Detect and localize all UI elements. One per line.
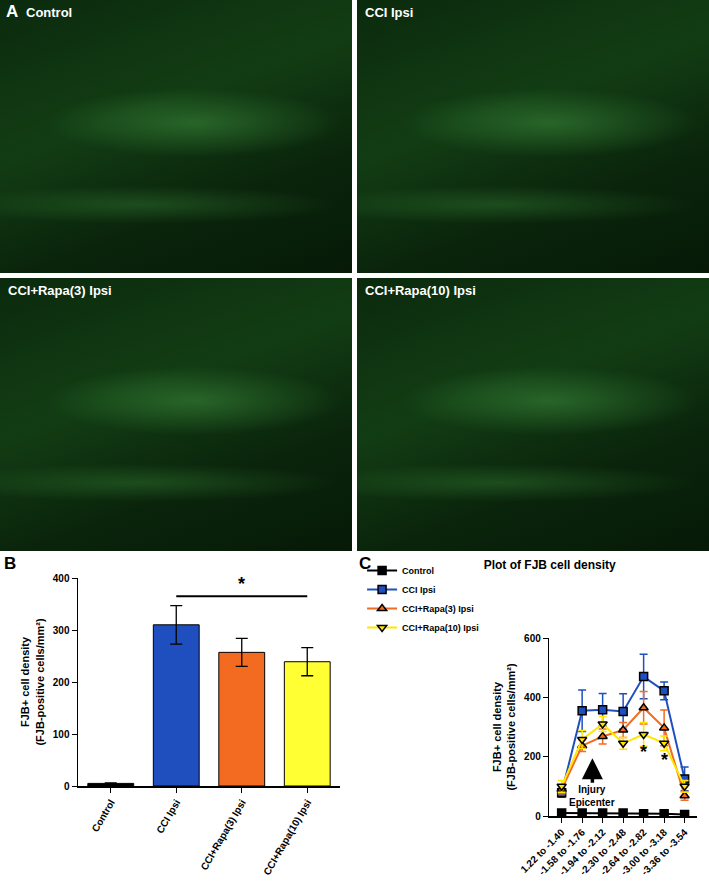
svg-text:*: * xyxy=(640,742,647,762)
svg-text:600: 600 xyxy=(524,633,541,644)
svg-text:Control: Control xyxy=(402,566,434,576)
html-text:CCI Ipsi: CCI Ipsi xyxy=(365,5,414,20)
svg-text:0: 0 xyxy=(64,781,70,792)
svg-text:400: 400 xyxy=(53,573,70,584)
svg-text:-2.30 to -2.48: -2.30 to -2.48 xyxy=(577,826,628,877)
svg-text:0: 0 xyxy=(535,811,541,822)
html-text:CCI+Rapa(3) Ipsi: CCI+Rapa(3) Ipsi xyxy=(8,283,112,298)
svg-text:InjuryEpicenter: InjuryEpicenter xyxy=(569,784,615,808)
svg-text:*: * xyxy=(238,574,245,594)
svg-text:-1.58 to -1.76: -1.58 to -1.76 xyxy=(536,826,587,877)
svg-text:400: 400 xyxy=(524,692,541,703)
svg-text:CCI Ipsi: CCI Ipsi xyxy=(154,797,182,835)
svg-text:-3.00 to -3.18: -3.00 to -3.18 xyxy=(618,826,669,877)
svg-text:-1.94 to -2.12: -1.94 to -2.12 xyxy=(557,826,608,877)
svg-text:1.22 to -1.40: 1.22 to -1.40 xyxy=(518,826,567,875)
svg-text:100: 100 xyxy=(53,729,70,740)
svg-text:200: 200 xyxy=(53,677,70,688)
svg-text:200: 200 xyxy=(524,751,541,762)
svg-text:FJB+ cell density(FJB-positive: FJB+ cell density(FJB-positive cells/mm²… xyxy=(491,663,517,790)
svg-text:Plot of FJB cell density: Plot of FJB cell density xyxy=(484,558,616,572)
svg-text:CCI+Rapa(10) Ipsi: CCI+Rapa(10) Ipsi xyxy=(402,623,479,633)
svg-text:CCI+Rapa(3) Ipsi: CCI+Rapa(3) Ipsi xyxy=(402,604,474,614)
svg-text:CCI Ipsi: CCI Ipsi xyxy=(402,585,436,595)
svg-text:-3.36 to -3.54: -3.36 to -3.54 xyxy=(639,826,690,877)
html-text:Control: Control xyxy=(26,5,73,20)
html-text:C: C xyxy=(359,554,372,573)
svg-text:FJB+ cell density(FJB-positive: FJB+ cell density(FJB-positive cells/mm²… xyxy=(19,618,45,745)
svg-text:*: * xyxy=(661,750,668,770)
svg-text:Control: Control xyxy=(90,797,117,833)
html-text:A: A xyxy=(6,2,19,21)
svg-text:-2.64 to -2.82: -2.64 to -2.82 xyxy=(598,826,649,877)
svg-text:CCI+Rapa(3) Ipsi: CCI+Rapa(3) Ipsi xyxy=(198,797,248,872)
svg-text:CCI+Rapa(10) Ipsi: CCI+Rapa(10) Ipsi xyxy=(261,797,313,877)
html-text:CCI+Rapa(10) Ipsi: CCI+Rapa(10) Ipsi xyxy=(365,283,476,298)
svg-text:300: 300 xyxy=(53,625,70,636)
html-text:B: B xyxy=(4,554,17,573)
